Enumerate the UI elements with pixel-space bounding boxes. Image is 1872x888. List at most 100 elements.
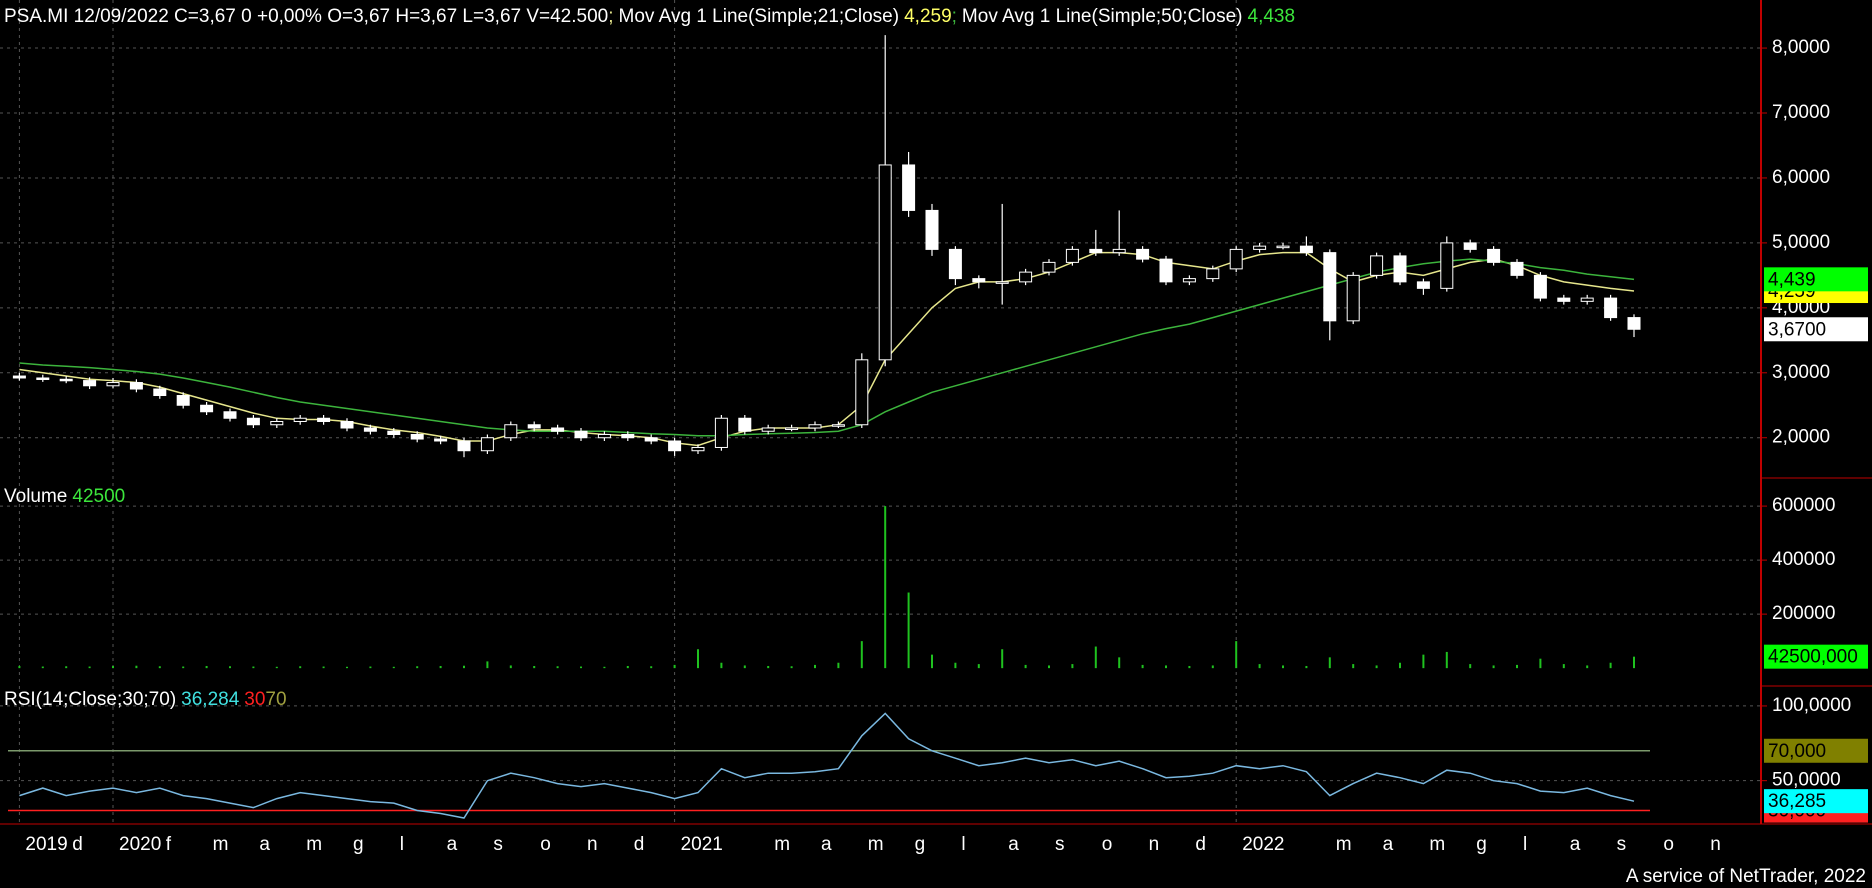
volume-bar [1469,664,1472,669]
separator: ; [952,6,957,27]
volume-bar [860,641,863,669]
x-tick-label: g [915,834,926,855]
candle [1089,229,1103,256]
rsi-title: RSI(14;Close;30;70) [4,689,176,710]
candle [363,424,377,435]
volume-bar [346,666,348,669]
candle-body [1510,261,1524,276]
candle [738,415,752,435]
candle-body [1042,261,1056,273]
volume-bar [884,506,887,669]
x-tick-label: m [213,834,229,855]
volume-bar [1633,656,1635,669]
y-tick-label: 2,0000 [1772,427,1830,448]
candle [1393,252,1407,286]
volume-bar [1609,662,1612,669]
x-tick-label: d [1195,834,1206,855]
x-tick-label: a [821,834,832,855]
rsi-level: 70 [265,689,286,710]
candle [106,377,120,389]
volume-bar [1071,664,1074,669]
volume-bar [88,666,91,669]
candle [12,372,26,381]
candle-body [387,430,401,435]
volume-bar [1118,657,1121,669]
volume-bar [1305,665,1308,669]
candle [808,421,822,432]
candle-body [1229,248,1243,270]
candle [83,377,97,390]
volume-bar [1539,658,1542,669]
x-tick-label: n [1149,834,1160,855]
candle-body [317,417,331,422]
candle-body [270,420,284,426]
candle-body [831,424,845,427]
y-tick-label: 6,0000 [1772,167,1830,188]
candle [1463,239,1477,253]
x-tick-label: n [1710,834,1721,855]
candle [1229,246,1243,273]
x-tick-label: l [1523,834,1527,855]
plot-area [0,0,1767,824]
volume-bar [135,665,138,669]
candle [1557,294,1571,305]
candle-body [761,427,775,432]
candle [129,379,143,393]
y-tick-label: 7,0000 [1772,102,1830,123]
candle [293,415,307,425]
volume-bar [369,666,372,669]
value-badge-label: 70,000 [1768,741,1826,762]
candle-body [738,417,752,432]
rsi-header: RSI(14;Close;30;70) 36,284 3070 [4,689,287,710]
candle-body [1206,268,1220,280]
candle-body [36,377,50,380]
x-tick-label: m [306,834,322,855]
candle [902,151,916,217]
volume-bar [1586,665,1589,669]
candle [785,424,799,432]
value-badge-label: 36,285 [1768,791,1826,812]
y-tick-label: 8,0000 [1772,37,1830,58]
x-tick-label: 2022 [1242,834,1284,855]
candle [1112,210,1126,256]
volume-bar [322,666,325,669]
volume-bar [229,666,231,669]
x-tick-label: m [774,834,790,855]
candle-body [1089,248,1103,254]
x-tick-label: s [1055,834,1065,855]
volume-bar [954,662,957,669]
x-tick-label: a [1008,834,1019,855]
volume-bar [1211,665,1214,669]
candle [1206,265,1220,282]
candle-body [83,380,97,387]
x-tick-label: 2020 [119,834,161,855]
candle [1627,314,1641,338]
candle [1533,272,1547,302]
value-badge [1764,644,1868,669]
x-tick-label: a [447,834,458,855]
candle [1346,272,1360,325]
volume-bar [1375,665,1378,669]
y-tick-label: 100,0000 [1772,695,1851,716]
volume-bar [463,665,465,669]
candle [855,353,869,428]
volume-bar [1165,665,1167,669]
candle-body [948,248,962,280]
candle [948,246,962,286]
candle-body [551,427,565,432]
volume-bar [18,665,21,669]
x-tick-label: o [540,834,551,855]
volume-title: Volume [4,486,67,507]
value-badge-label: 3,6700 [1768,319,1826,340]
volume-bar [931,654,933,669]
candle [878,35,892,367]
candle [246,415,260,428]
volume-bar [837,662,840,669]
volume-bar [697,649,699,669]
candle-body [363,427,377,432]
candle [176,392,190,409]
candle-body [785,427,799,430]
